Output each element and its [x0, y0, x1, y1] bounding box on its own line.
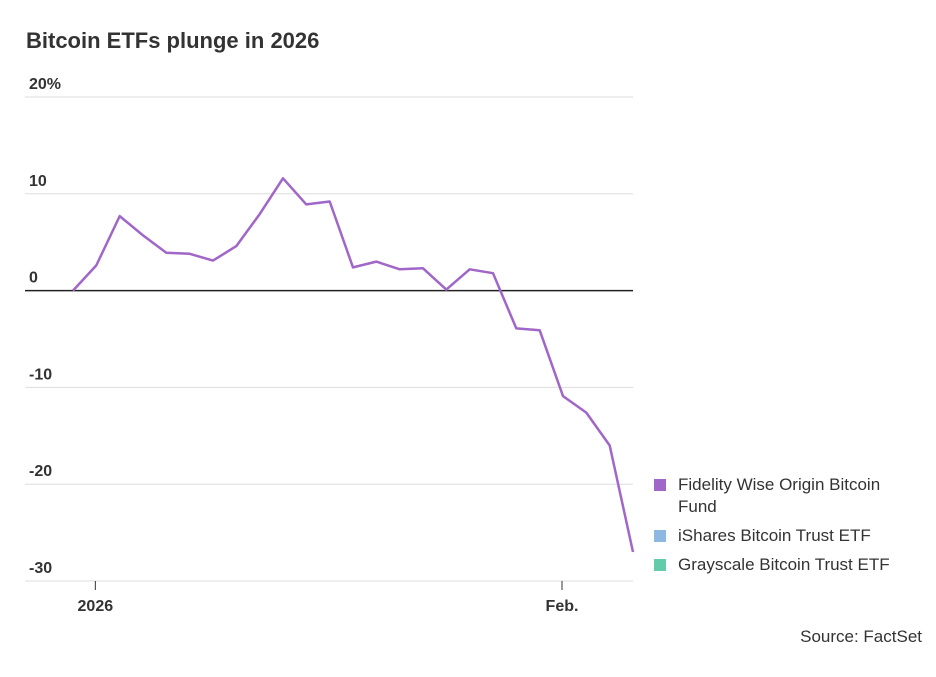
y-tick-label: 0	[29, 270, 38, 287]
legend-entry: Grayscale Bitcoin Trust ETF	[654, 554, 914, 576]
y-tick-label: -20	[29, 463, 52, 480]
x-tick-label: Feb.	[546, 598, 579, 615]
y-tick-label: 20%	[29, 76, 61, 93]
legend-entry: iShares Bitcoin Trust ETF	[654, 525, 914, 547]
legend-swatch	[654, 530, 666, 542]
series-line	[72, 177, 635, 553]
chart-title: Bitcoin ETFs plunge in 2026	[26, 28, 319, 53]
y-tick-label: 10	[29, 173, 47, 190]
legend-label: iShares Bitcoin Trust ETF	[678, 526, 871, 545]
legend-label: Grayscale Bitcoin Trust ETF	[678, 555, 890, 574]
legend-label: Fidelity Wise Origin Bitcoin Fund	[678, 475, 881, 516]
legend-swatch	[654, 559, 666, 571]
y-tick-label: -30	[29, 560, 52, 577]
x-tick-label: 2026	[78, 598, 114, 615]
legend-entry: Fidelity Wise Origin Bitcoin Fund	[654, 474, 914, 518]
legend-swatch	[654, 479, 666, 491]
y-tick-label: -10	[29, 366, 52, 383]
legend: Fidelity Wise Origin Bitcoin Fund iShares…	[654, 474, 914, 583]
source: Source: FactSet	[800, 627, 922, 646]
